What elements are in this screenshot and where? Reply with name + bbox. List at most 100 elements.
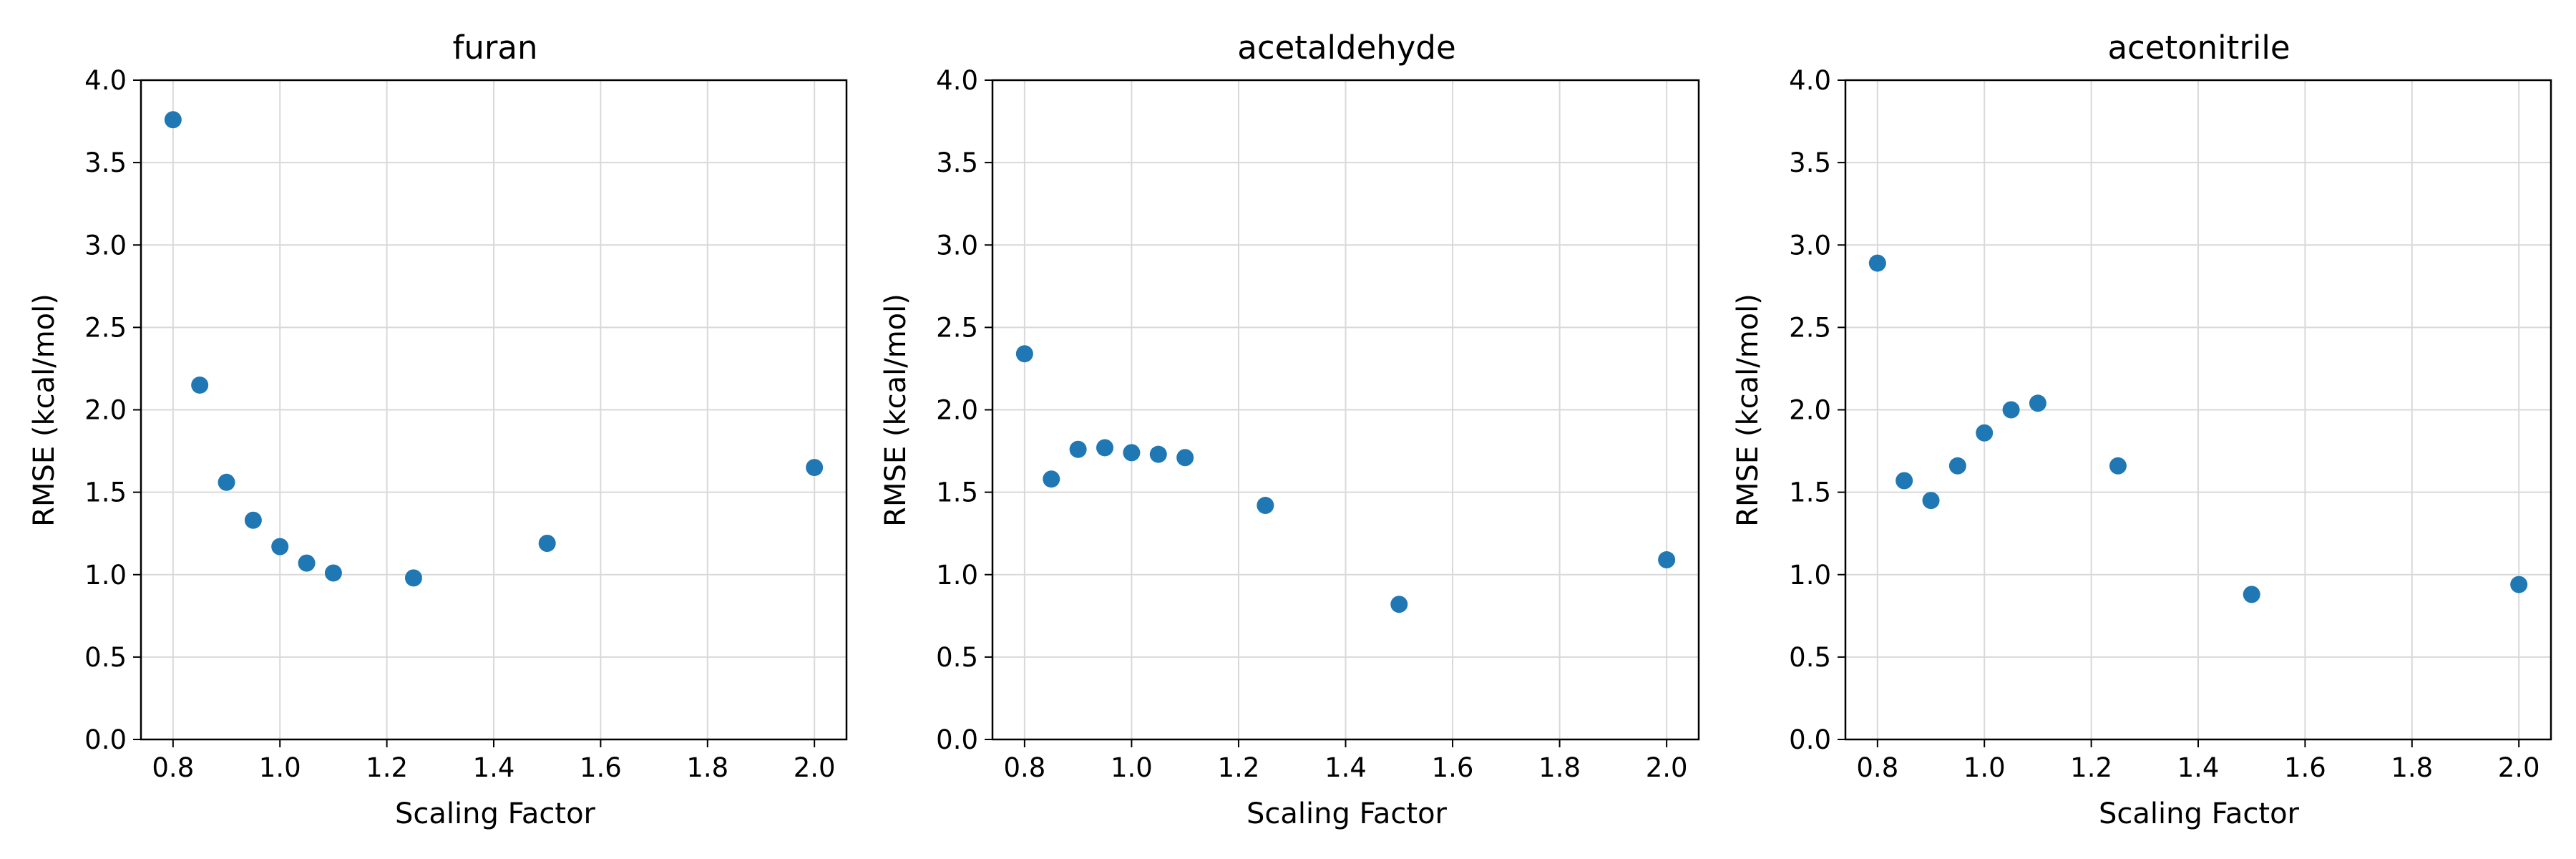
data-point [806,459,824,477]
data-point [538,535,556,553]
data-point [1257,497,1274,515]
y-tick-label: 0.5 [84,642,127,673]
y-tick-label: 0.0 [1789,724,1831,755]
data-point [1043,470,1060,488]
plot-frame [991,79,1700,741]
x-axis-label: Scaling Factor [1246,797,1448,830]
x-tick-label: 1.8 [1538,752,1581,783]
panel-furan: furan Scaling Factor RMSE (kcal/mol) 0.8… [28,29,848,830]
y-axis-label: RMSE (kcal/mol) [879,293,912,527]
grid-lines [141,79,847,740]
axis-ticks: 0.8 1.0 1.2 1.4 1.6 1.8 2.0 0.0 0.5 1.0 1.5 2.0 2.5 3… [936,65,1687,783]
panel-title: acetaldehyde [1237,29,1455,67]
axis-ticks: 0.8 1.0 1.2 1.4 1.6 1.8 2.0 0.0 0.5 1.0 1.5 2.0 2.5 3… [84,65,835,783]
data-point [1658,551,1676,569]
x-tick-label: 2.0 [1646,752,1688,783]
grid-lines [992,79,1699,740]
x-tick-label: 1.0 [1963,752,2006,783]
x-tick-label: 1.4 [473,752,515,783]
y-tick-label: 2.0 [936,395,978,426]
y-tick-label: 3.0 [936,230,978,261]
x-tick-label: 1.0 [259,752,301,783]
x-tick-label: 1.8 [2391,752,2433,783]
panel-acetonitrile: acetonitrile Scaling Factor RMSE (kcal/m… [1732,29,2552,830]
plot-frame [140,79,848,741]
x-tick-label: 1.4 [2177,752,2220,783]
data-point [2029,394,2046,412]
y-tick-label: 2.0 [84,395,127,426]
y-tick-label: 2.0 [1789,395,1831,426]
data-point [218,473,235,491]
y-tick-label: 2.5 [936,312,978,343]
y-tick-label: 3.5 [936,147,978,178]
data-point [324,564,342,582]
y-tick-label: 2.5 [84,312,127,343]
y-tick-label: 1.5 [1789,477,1831,508]
y-tick-label: 0.0 [84,724,127,755]
data-point [2510,576,2528,593]
data-point [1976,424,1994,442]
x-tick-label: 1.2 [366,752,408,783]
data-point [1922,492,1940,510]
x-tick-label: 1.4 [1324,752,1367,783]
y-tick-label: 3.5 [84,147,127,178]
y-tick-label: 3.5 [1789,147,1831,178]
y-tick-label: 2.5 [1789,312,1831,343]
data-point [191,376,209,394]
x-tick-label: 0.8 [152,752,194,783]
panel-title: acetonitrile [2107,29,2290,67]
y-axis-label: RMSE (kcal/mol) [28,293,61,527]
x-tick-label: 1.6 [1432,752,1474,783]
data-point [271,538,289,555]
data-point [1868,254,1886,272]
data-point [404,569,422,587]
y-tick-label: 1.5 [84,477,127,508]
data-point [2002,401,2020,419]
y-tick-label: 4.0 [84,65,127,96]
axis-ticks: 0.8 1.0 1.2 1.4 1.6 1.8 2.0 0.0 0.5 1.0 1.5 2.0 2.5 3… [1789,65,2540,783]
panel-acetaldehyde: acetaldehyde Scaling Factor RMSE (kcal/m… [879,29,1700,830]
data-point [1149,445,1167,463]
x-tick-label: 2.0 [794,752,836,783]
x-tick-label: 1.6 [580,752,622,783]
x-tick-label: 2.0 [2498,752,2540,783]
data-point [164,111,182,129]
data-points [1015,345,1676,613]
x-tick-label: 1.2 [2070,752,2112,783]
x-tick-label: 0.8 [1003,752,1045,783]
x-tick-label: 1.6 [2284,752,2326,783]
y-tick-label: 0.5 [1789,642,1831,673]
data-point [2109,457,2127,475]
data-point [298,554,316,572]
y-tick-label: 1.0 [936,560,978,591]
data-points [164,111,824,587]
y-tick-label: 1.5 [936,477,978,508]
x-tick-label: 1.2 [1218,752,1260,783]
x-axis-label: Scaling Factor [2099,797,2300,830]
x-tick-label: 1.8 [686,752,728,783]
y-tick-label: 0.5 [936,642,978,673]
data-point [244,511,262,529]
x-tick-label: 1.0 [1111,752,1153,783]
y-tick-label: 3.0 [84,230,127,261]
data-point [1015,345,1033,363]
panel-title: furan [453,29,538,67]
data-point [1390,596,1408,613]
y-tick-label: 4.0 [1789,65,1831,96]
y-tick-label: 1.0 [84,560,127,591]
data-points [1868,254,2528,603]
data-point [1123,444,1141,462]
y-tick-label: 0.0 [936,724,978,755]
y-axis-label: RMSE (kcal/mol) [1732,293,1765,527]
y-tick-label: 3.0 [1789,230,1831,261]
plot-frame [1844,79,2552,741]
data-point [1069,440,1087,458]
data-point [2243,586,2260,603]
y-tick-label: 1.0 [1789,560,1831,591]
data-point [1896,472,1913,490]
y-tick-label: 4.0 [936,65,978,96]
data-point [1948,457,1966,475]
data-point [1176,449,1194,467]
